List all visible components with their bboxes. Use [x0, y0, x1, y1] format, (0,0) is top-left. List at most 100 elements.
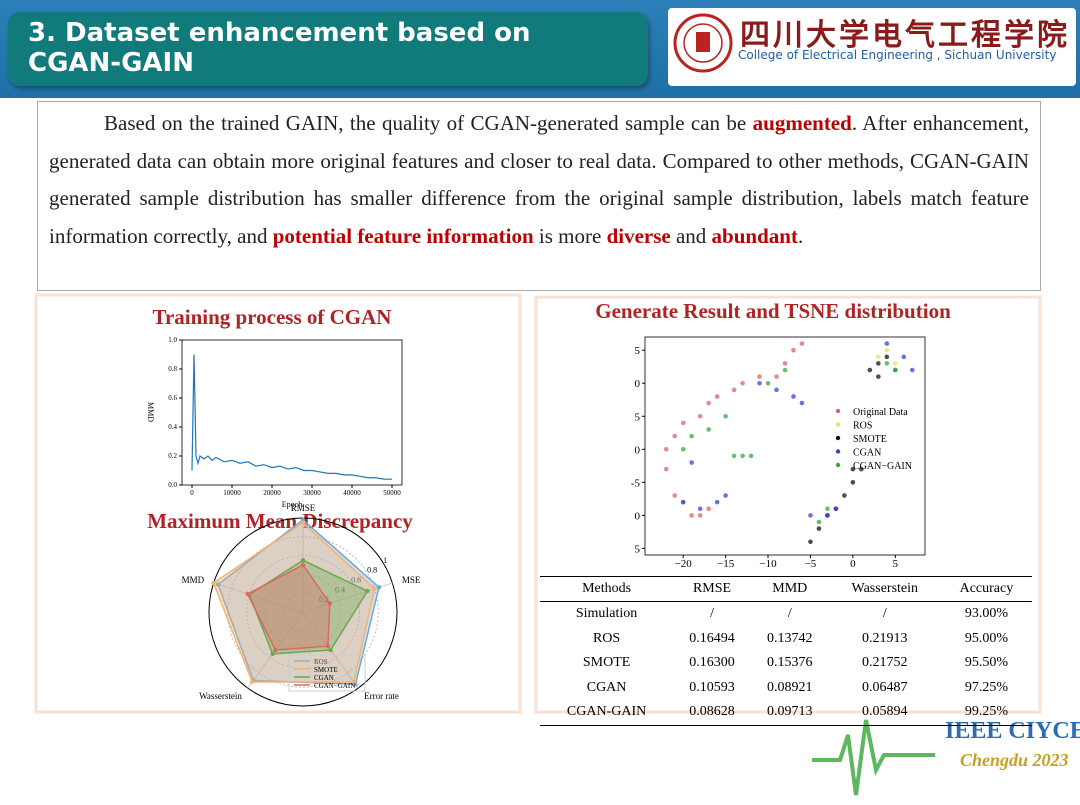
table-cell: 0.10593 — [689, 679, 735, 695]
scatter-point — [884, 361, 890, 366]
scatter-point — [740, 453, 745, 459]
legend-label: ROS — [853, 421, 872, 432]
scatter-point — [774, 387, 779, 393]
table-cell: 0.06487 — [862, 679, 908, 695]
table-row: Simulation / / / 93.00% — [540, 602, 1032, 627]
radial-tick-label: 0.4 — [335, 585, 345, 594]
column-header: Methods — [540, 576, 674, 602]
radar-point — [376, 585, 382, 590]
table-cell: 0.13742 — [767, 630, 813, 646]
emblem — [673, 13, 733, 73]
scatter-point — [689, 433, 694, 439]
scatter-point — [850, 466, 856, 472]
scatter-point — [706, 400, 711, 406]
scatter-point — [723, 413, 728, 419]
legend-swatch — [835, 435, 841, 441]
table-cell: 93.00% — [964, 606, 1009, 622]
table-cell: ROS — [592, 630, 621, 646]
legend-label: CGAN — [314, 674, 334, 682]
x-axis-label: Epoch — [282, 500, 302, 509]
y-tick-label: 0 — [635, 378, 641, 390]
table-cell: SMOTE — [582, 655, 631, 671]
scatter-point — [697, 413, 703, 419]
scatter-point — [748, 453, 754, 459]
scatter-point — [850, 480, 856, 485]
scatter-point — [706, 427, 711, 432]
radar-point — [215, 582, 221, 587]
scatter-point — [791, 394, 796, 399]
scatter-point — [672, 433, 677, 439]
spoke — [213, 582, 304, 613]
y-tick-label: 0.8 — [168, 365, 177, 373]
radar-point — [300, 558, 306, 563]
radar-point — [270, 651, 275, 657]
scatter-point — [867, 367, 873, 373]
scatter-point — [825, 506, 830, 512]
scatter-point — [901, 354, 907, 360]
scatter-point — [808, 539, 813, 545]
axis-label: Wasserstein — [199, 691, 242, 701]
y-tick-label: 5 — [635, 411, 641, 423]
line — [191, 354, 392, 480]
column-header: Accuracy — [940, 576, 1032, 602]
university-en: College of Electrical Engineering , Sich… — [738, 48, 1057, 62]
scatter-point — [825, 513, 830, 518]
radar-point — [325, 644, 331, 649]
table-row: CGAN 0.10593 0.08921 0.06487 97.25% — [540, 676, 1032, 701]
x-tick-label: 0 — [190, 489, 194, 497]
scatter-point — [799, 400, 805, 406]
legend-swatch — [835, 462, 841, 468]
legend-label: SMOTE — [314, 666, 338, 674]
table-cell: / — [710, 606, 714, 622]
legend-label: ROS — [314, 658, 328, 666]
y-tick-label: 0.0 — [168, 481, 177, 489]
table-cell: CGAN-GAIN — [540, 700, 674, 726]
y-tick-label: 0.2 — [168, 452, 177, 460]
scatter-point — [782, 367, 788, 373]
table-row: SMOTE 0.16300 0.15376 0.21752 95.50% — [540, 651, 1032, 676]
table-cell: 0.05894 — [828, 700, 941, 726]
radar-point — [300, 520, 306, 525]
emphasis: diverse — [606, 223, 671, 248]
scatter-point — [740, 380, 745, 386]
scatter-point — [689, 460, 694, 465]
scatter-point — [808, 513, 813, 518]
radial-tick-label: 0.8 — [367, 566, 377, 575]
logo-subtitle: Chengdu 2023 — [960, 750, 1069, 770]
legend-label: CGAN−GAIN — [314, 682, 355, 690]
scatter-point — [680, 499, 686, 505]
scatter-point — [816, 526, 822, 531]
radar-point — [328, 647, 333, 653]
y-tick-label: 0.4 — [168, 423, 177, 431]
radar-point — [351, 679, 357, 685]
scatter-point — [714, 499, 720, 505]
radar-point — [245, 591, 250, 597]
column-header: MMD — [750, 576, 829, 602]
legend-label: CGAN — [853, 448, 881, 459]
table-cell: 95.50% — [964, 655, 1009, 671]
emphasis: potential feature information — [272, 223, 534, 248]
scatter-point — [791, 347, 796, 353]
table-cell: 97.25% — [964, 679, 1009, 695]
legend-box — [288, 654, 366, 692]
table-cell: CGAN — [586, 679, 627, 695]
panel — [34, 293, 522, 714]
scatter-point — [663, 466, 669, 472]
x-tick-label: −20 — [675, 558, 693, 570]
table-cell: 0.08628 — [673, 700, 751, 726]
table-row: CGAN-GAIN 0.08628 0.09713 0.05894 99.25% — [540, 700, 1032, 726]
plot-frame — [644, 336, 926, 556]
scatter-point — [697, 506, 703, 512]
logo-box — [668, 8, 1076, 86]
x-tick-label: −15 — [717, 558, 735, 570]
table-cell: Simulation — [575, 606, 638, 622]
results-table: Methods RMSE MMD Wasserstein Accuracy Simulat… — [540, 576, 1032, 726]
scatter-point — [680, 420, 686, 426]
scatter-point — [714, 394, 720, 399]
text-run: is more — [533, 223, 607, 248]
scatter-point — [697, 513, 703, 518]
table-row: ROS 0.16494 0.13742 0.21913 95.00% — [540, 627, 1032, 652]
y-tick-label: -5 — [631, 477, 641, 489]
chart-title: Training process of CGAN — [153, 305, 392, 329]
radar-point — [211, 580, 216, 586]
